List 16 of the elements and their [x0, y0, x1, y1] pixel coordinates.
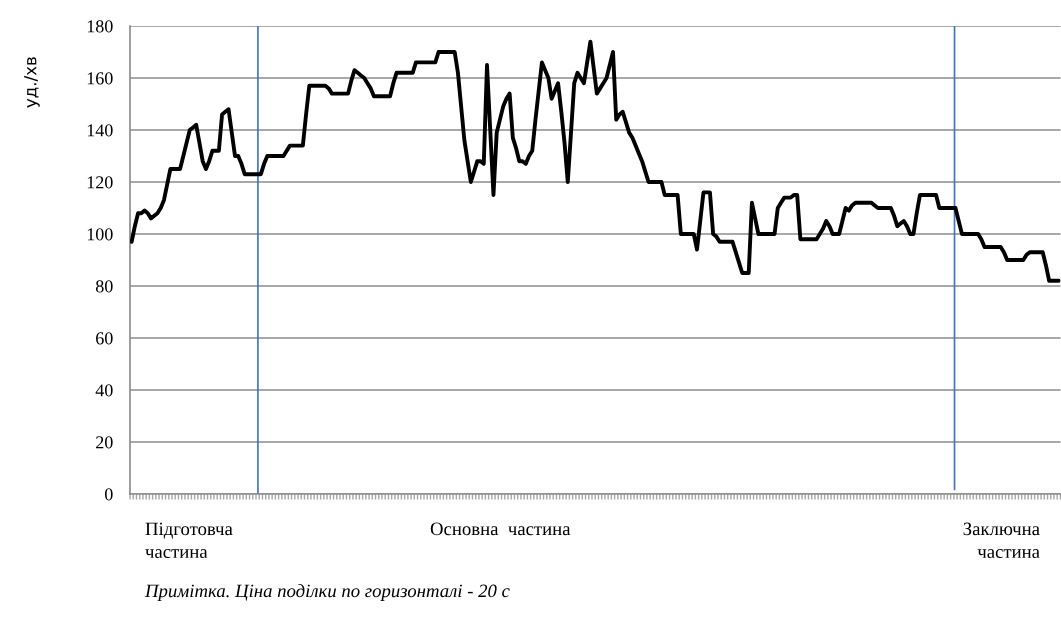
- line-series: [130, 39, 1061, 283]
- text: Підготовча частина: [145, 522, 233, 559]
- y-tick-label: 140: [87, 124, 113, 137]
- y-tick-label: 180: [87, 20, 113, 33]
- y-tick-label: 120: [87, 176, 113, 189]
- y-tick-label: 80: [95, 280, 113, 293]
- y-tick-label: 100: [87, 228, 113, 241]
- y-tick-label: 0: [104, 488, 113, 501]
- y-tick-label: 160: [87, 72, 113, 85]
- text: Примітка. Ціна поділки по горизонталі - 20 с: [144, 584, 510, 601]
- y-tick-label: 60: [96, 332, 113, 345]
- y-axis-title: уд./хв: [24, 57, 40, 108]
- y-tick-label: 40: [95, 384, 113, 397]
- text: Заключна частина: [963, 522, 1040, 559]
- text: Основна частина: [430, 522, 571, 536]
- y-tick-label: 20: [96, 436, 113, 449]
